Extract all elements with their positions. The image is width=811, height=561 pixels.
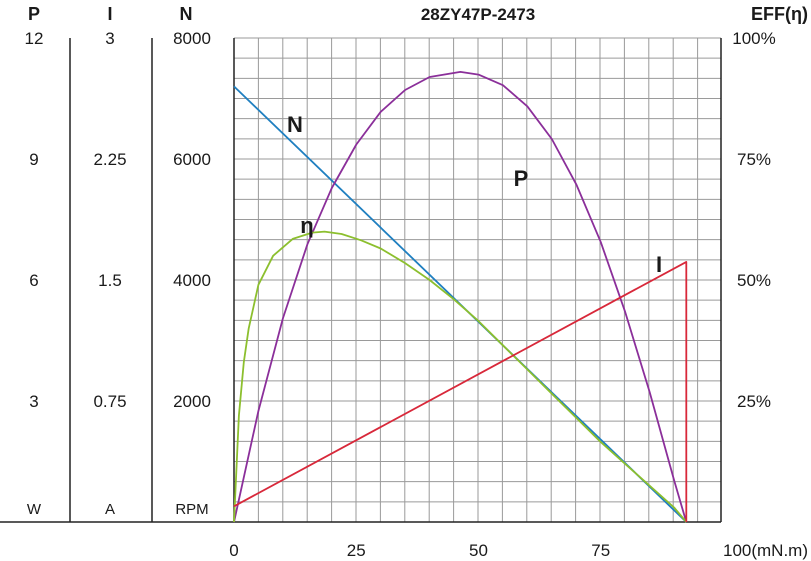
- curve-label: N: [287, 112, 303, 137]
- tick-label-eff: 25%: [737, 392, 771, 411]
- tick-label-p: 9: [29, 150, 38, 169]
- tick-label-x: 25: [347, 541, 366, 560]
- tick-label-n: 8000: [173, 29, 211, 48]
- curve-labels: N Pη I: [287, 112, 662, 277]
- power-unit: W: [27, 501, 42, 518]
- tick-label-eff: 100%: [732, 29, 775, 48]
- tick-label-i: 0.75: [93, 392, 126, 411]
- tick-label-n: 6000: [173, 150, 211, 169]
- power-axis-header: P: [28, 4, 40, 24]
- curve-label: η: [300, 213, 313, 238]
- series-line-efficiency: [233, 230, 687, 523]
- tick-label-n: 2000: [173, 392, 211, 411]
- tick-label-i: 3: [105, 29, 114, 48]
- tick-label-i: 2.25: [93, 150, 126, 169]
- grid: [233, 37, 721, 523]
- tick-label-n: 4000: [173, 271, 211, 290]
- speed-axis-header: N: [180, 4, 193, 24]
- speed-unit: RPM: [175, 501, 208, 518]
- efficiency-axis-header: EFF(η): [751, 4, 808, 24]
- tick-label-x: 0: [229, 541, 238, 560]
- tick-labels: 3 6 9 12 0.75 1.5 2.25 3 2000 4000 6000 8000 25% 50% 7…: [25, 29, 776, 560]
- current-unit: A: [105, 501, 115, 518]
- tick-label-x: 75: [591, 541, 610, 560]
- series-line-i: [233, 261, 688, 522]
- tick-label-p: 12: [25, 29, 44, 48]
- series: [233, 71, 688, 523]
- current-axis-header: I: [107, 4, 112, 24]
- tick-label-i: 1.5: [98, 271, 122, 290]
- tick-label-eff: 75%: [737, 150, 771, 169]
- curve-label: P: [514, 166, 529, 191]
- x-axis-label: 100(mN.m): [723, 541, 808, 560]
- tick-label-p: 6: [29, 271, 38, 290]
- curve-label: I: [656, 252, 662, 277]
- tick-label-eff: 50%: [737, 271, 771, 290]
- tick-label-x: 50: [469, 541, 488, 560]
- axes: [0, 38, 722, 523]
- series-line-p: [233, 71, 688, 523]
- tick-label-p: 3: [29, 392, 38, 411]
- chart-title: 28ZY47P-2473: [421, 5, 535, 24]
